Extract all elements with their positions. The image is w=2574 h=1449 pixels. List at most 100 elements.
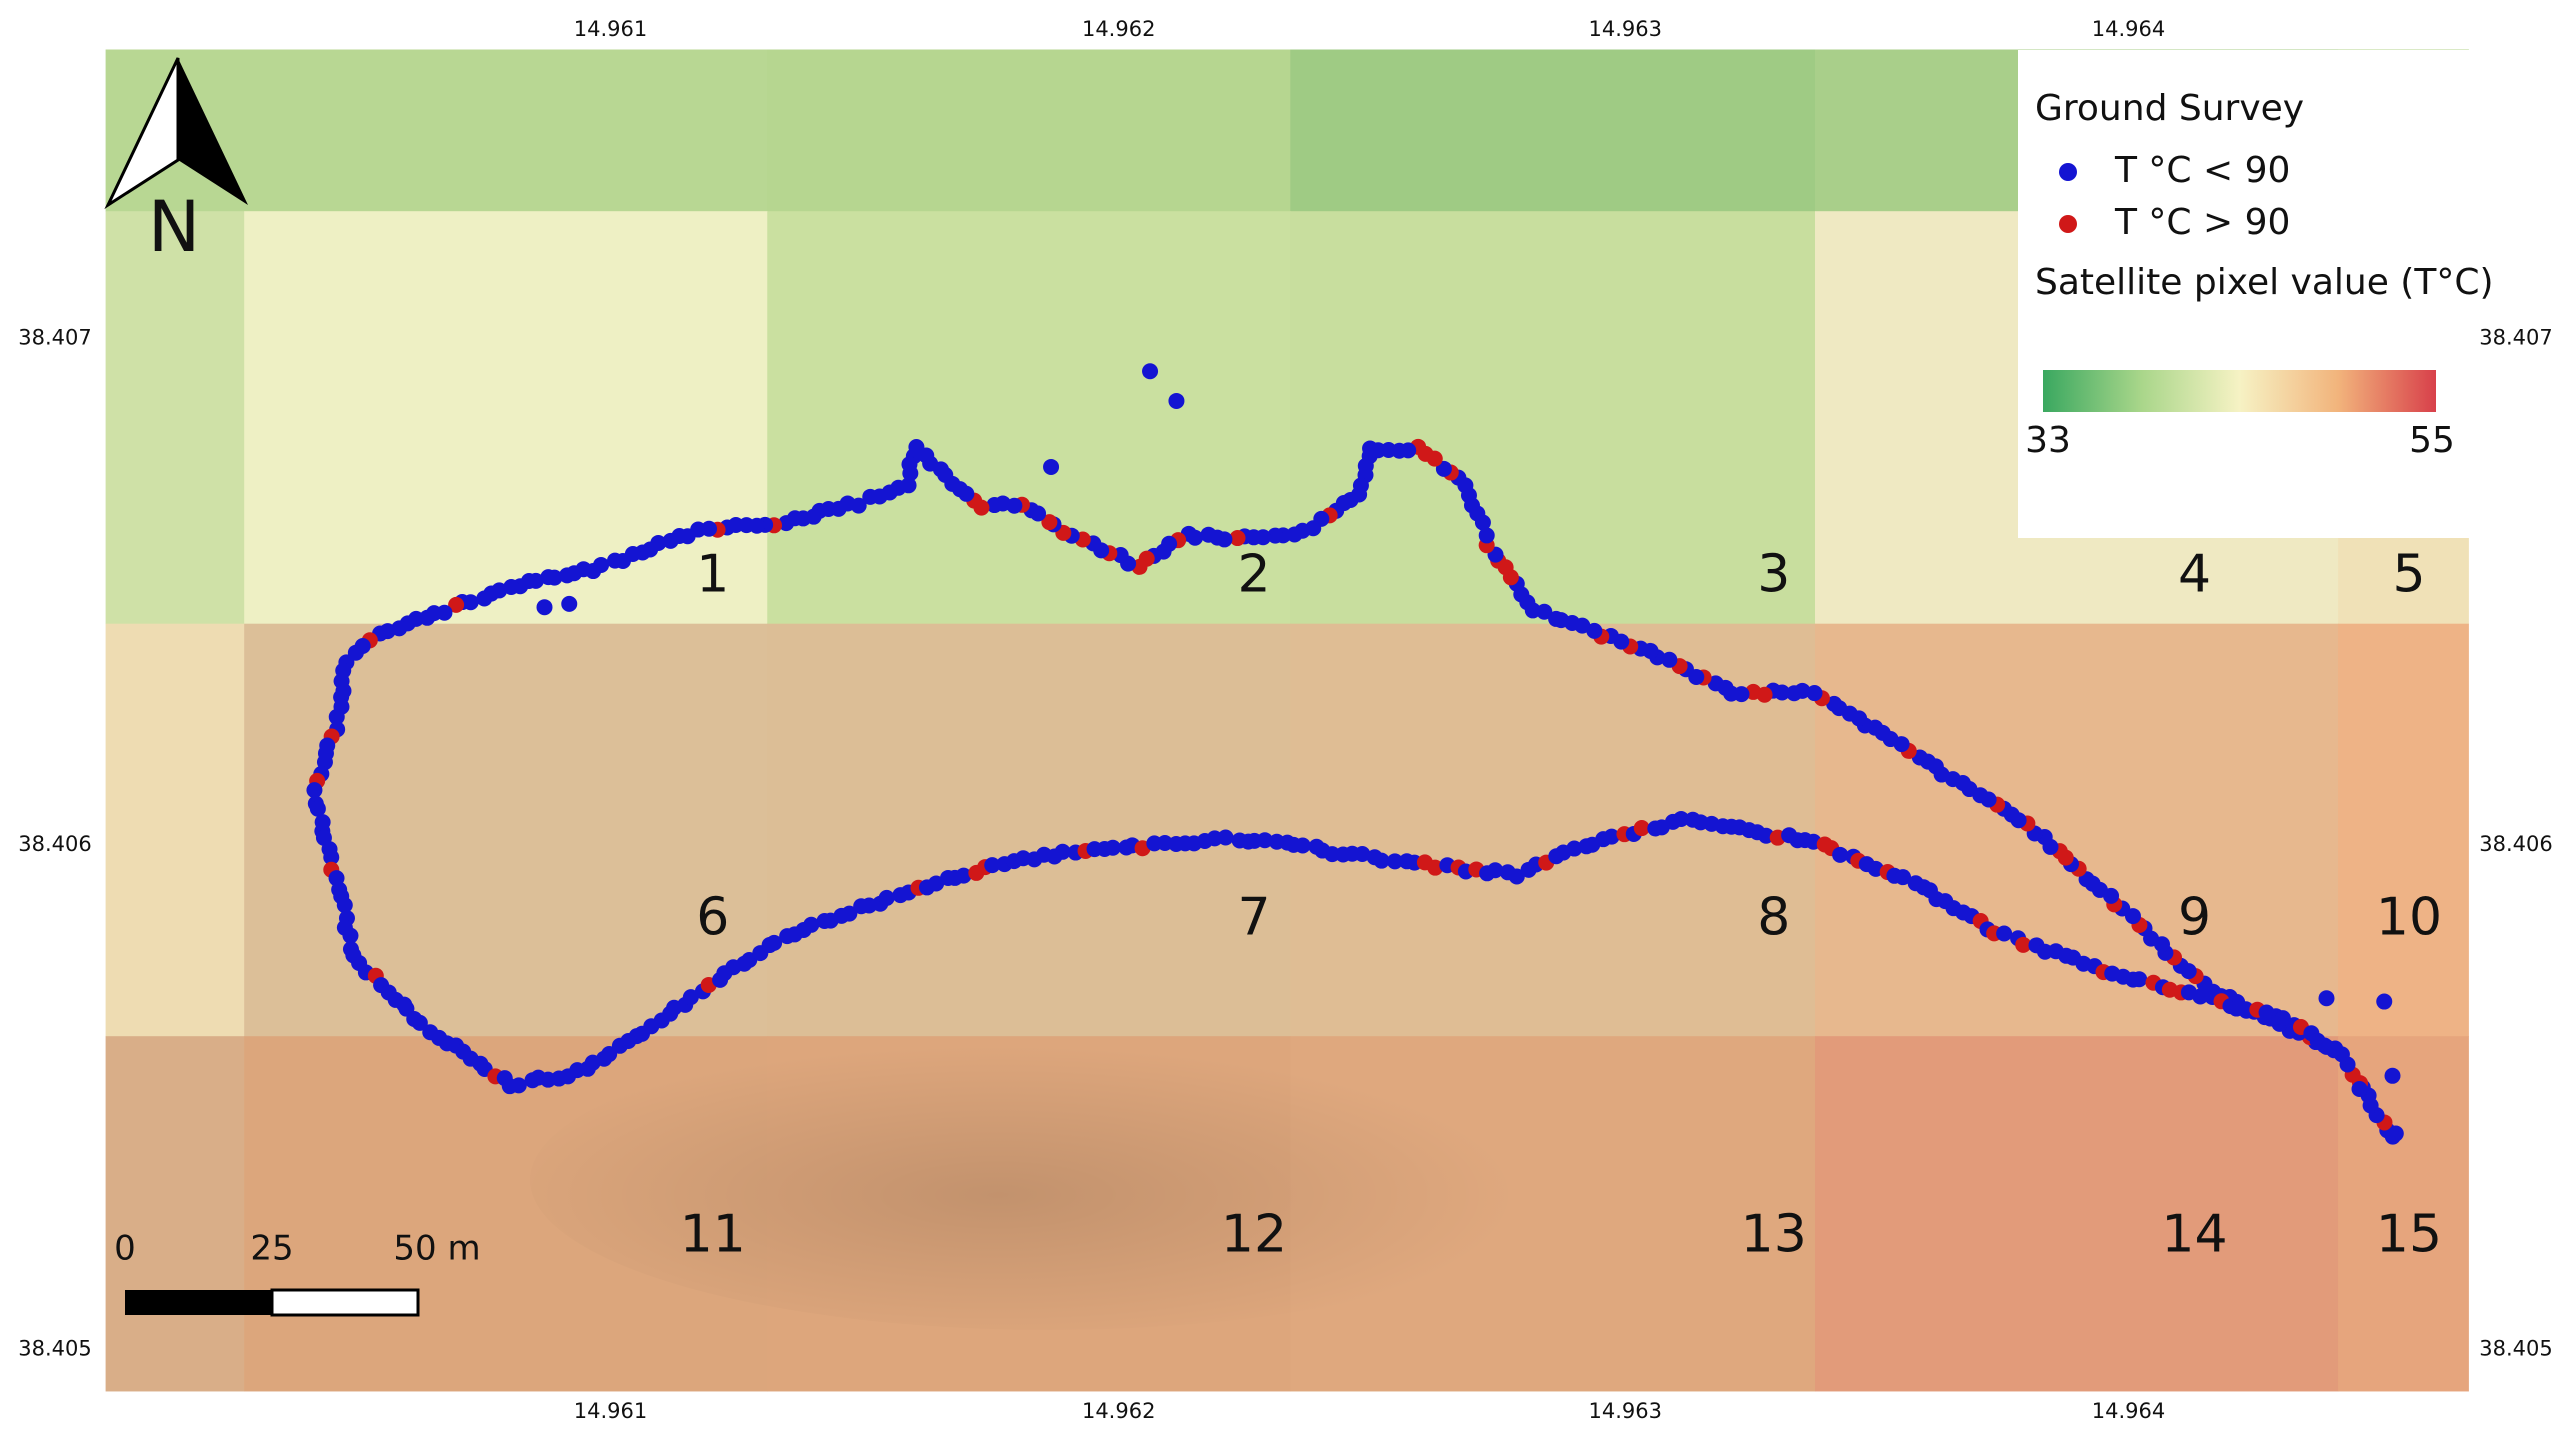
survey-point: [2192, 988, 2209, 1005]
y-coord-label: 38.407: [2479, 325, 2552, 349]
survey-point: [328, 708, 345, 725]
pixel-label: 11: [680, 1205, 746, 1265]
x-coord-label: 14.961: [574, 1399, 647, 1423]
pixel-label: 8: [1757, 888, 1790, 948]
survey-point: [606, 552, 623, 569]
survey-point: [536, 599, 553, 616]
survey-point: [1895, 869, 1912, 886]
survey-point: [1427, 859, 1444, 876]
legend-title: Ground Survey: [2035, 88, 2304, 129]
survey-point: [561, 595, 578, 612]
colorbar-min: 33: [2025, 420, 2071, 461]
pixel-label: 15: [2376, 1205, 2442, 1265]
scale-label: 25: [250, 1229, 293, 1269]
x-coord-label: 14.964: [2092, 17, 2165, 41]
survey-point: [682, 989, 699, 1006]
north-arrow: N: [104, 57, 248, 268]
pixel-cell: [767, 623, 1291, 1037]
pixel-label: 5: [2392, 545, 2425, 605]
survey-point: [2015, 936, 2032, 953]
survey-point: [986, 497, 1003, 514]
survey-point: [510, 1077, 527, 1094]
pixel-label: 10: [2376, 888, 2442, 948]
survey-point: [778, 515, 795, 532]
survey-point: [1673, 810, 1690, 827]
hillshade: [530, 1030, 1570, 1330]
survey-point: [2327, 1040, 2344, 1057]
pixel-cell: [1290, 49, 1816, 212]
survey-point: [476, 590, 493, 607]
survey-point: [662, 532, 679, 549]
survey-point: [1707, 675, 1724, 692]
survey-point: [336, 897, 353, 914]
pixel-cell: [105, 1036, 245, 1392]
survey-point: [1832, 846, 1849, 863]
survey-point: [862, 488, 879, 505]
pixel-cell: [767, 211, 1291, 625]
x-coord-label: 14.962: [1082, 17, 1155, 41]
survey-point: [1373, 852, 1390, 869]
survey-point: [1478, 527, 1495, 544]
survey-point: [878, 889, 895, 906]
survey-point: [1354, 845, 1371, 862]
colorbar: [2043, 370, 2436, 412]
survey-point: [2384, 1067, 2401, 1084]
legend-swatch: [2059, 215, 2077, 233]
survey-point: [1256, 832, 1273, 849]
y-coord-label: 38.405: [18, 1337, 91, 1361]
pixel-label: 13: [1741, 1205, 1807, 1265]
pixel-cell: [105, 623, 245, 1037]
pixel-label: 6: [696, 888, 729, 948]
pixel-label: 12: [1221, 1205, 1287, 1265]
pixel-cell: [2338, 623, 2469, 1037]
pixel-cell: [1815, 623, 2339, 1037]
pixel-cell: [767, 49, 1291, 212]
survey-point: [1566, 840, 1583, 857]
legend-swatch: [2059, 163, 2077, 181]
survey-point: [1168, 392, 1185, 409]
scale-label: 0: [114, 1229, 136, 1269]
pixel-label: 2: [1237, 545, 1270, 605]
survey-track: [306, 363, 2404, 1145]
pixel-cell: [1290, 211, 1816, 625]
survey-point: [2387, 1125, 2404, 1142]
pixel-cell: [244, 49, 768, 212]
pixel-label: 1: [696, 545, 729, 605]
survey-point: [1142, 363, 1159, 380]
survey-point: [1229, 530, 1246, 547]
legend: Ground Survey T °C < 90 T °C > 90 Satell…: [2018, 50, 2494, 538]
north-label: N: [148, 186, 200, 268]
survey-point: [323, 849, 340, 866]
pixel-cell: [244, 211, 768, 625]
x-coord-label: 14.962: [1082, 1399, 1155, 1423]
colorbar-title: Satellite pixel value (T°C): [2035, 262, 2494, 303]
survey-point: [1661, 651, 1678, 668]
pixel-cell: [244, 623, 768, 1037]
legend-item: T °C < 90: [2114, 150, 2290, 191]
survey-point: [306, 782, 323, 799]
pixel-cell: [1815, 1036, 2339, 1392]
pixel-label: 7: [1237, 888, 1270, 948]
y-coord-label: 38.405: [2479, 1337, 2552, 1361]
survey-point: [1487, 862, 1504, 879]
survey-point: [1806, 685, 1823, 702]
scale-label: 50 m: [393, 1229, 480, 1269]
legend-item: T °C > 90: [2114, 202, 2290, 243]
survey-point: [1217, 829, 1234, 846]
survey-point: [503, 579, 520, 596]
survey-point: [1548, 610, 1565, 627]
survey-point: [1286, 526, 1303, 543]
survey-point: [1826, 695, 1843, 712]
pixel-label: 9: [2178, 888, 2211, 948]
x-coord-label: 14.963: [1589, 17, 1662, 41]
survey-point: [803, 916, 820, 933]
survey-point: [1586, 622, 1603, 639]
survey-point: [1054, 843, 1071, 860]
scale-bar: 0 25 50 m: [114, 1229, 481, 1317]
survey-point: [1996, 925, 2013, 942]
pixel-label: 14: [2161, 1205, 2227, 1265]
y-coord-label: 38.406: [18, 832, 91, 856]
pixel-label: 4: [2178, 545, 2211, 605]
survey-point: [955, 867, 972, 884]
